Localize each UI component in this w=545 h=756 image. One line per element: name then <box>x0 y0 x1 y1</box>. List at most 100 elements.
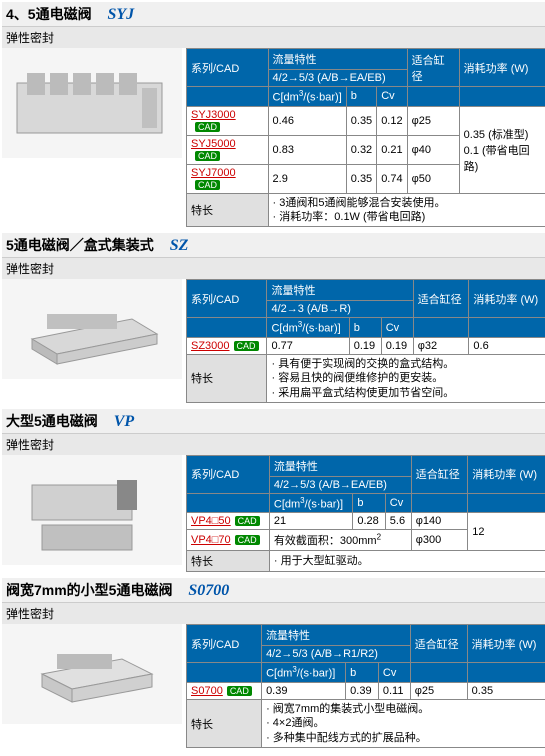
product-image <box>2 279 182 379</box>
section-title: 4、5通电磁阀 <box>6 6 92 22</box>
empty-cell <box>413 318 469 338</box>
feature-text: · 阀宽7mm的集装式小型电磁阀。· 4×2通阀。· 多种集中配线方式的扩展品种… <box>262 700 545 748</box>
cell-c: 0.77 <box>267 337 349 354</box>
empty-cell <box>469 318 545 338</box>
flow-spec: 4/2→5/3 (A/B→R1/R2) <box>262 646 411 663</box>
cell-c: 0.46 <box>268 106 346 135</box>
col-flow-header: 流量特性 <box>267 280 413 301</box>
cell-cv: 0.19 <box>381 337 413 354</box>
flow-spec: 4/2→5/3 (A/B→EA/EB) <box>268 70 407 87</box>
cell-cv: 5.6 <box>385 513 411 530</box>
table-row: VP4□50CAD 21 0.28 5.6 φ140 12 <box>187 513 545 530</box>
cad-badge[interactable]: CAD <box>195 151 220 161</box>
cad-badge[interactable]: CAD <box>195 180 220 190</box>
empty-cell <box>468 493 545 513</box>
col-series-header: 系列/CAD <box>187 625 262 663</box>
cad-badge[interactable]: CAD <box>227 686 252 696</box>
cell-power: 12 <box>468 513 545 551</box>
feature-text: · 具有便于实现阀的交换的盒式结构。· 容易且快的阀便维修护的更安装。· 采用扁… <box>267 354 545 402</box>
cell-b: 0.35 <box>346 164 376 193</box>
series-link[interactable]: S0700 <box>191 685 223 697</box>
cell-c: 0.39 <box>262 683 346 700</box>
subtitle: 弹性密封 <box>2 603 545 624</box>
section-sz: 5通电磁阀／盒式集装式 SZ 弹性密封 系列/CAD 流量特性 适合缸径 消耗功… <box>2 233 545 403</box>
section-title: 阀宽7mm的小型5通电磁阀 <box>6 582 172 598</box>
col-bore-header: 适合缸径 <box>413 280 469 318</box>
cell-power: 0.35 (标准型) 0.1 (带省电回路) <box>459 106 545 193</box>
empty-cell <box>459 87 545 107</box>
col-bore-header: 适合缸径 <box>407 49 459 87</box>
spec-table-syj: 系列/CAD 流量特性 适合缸径 消耗功率 (W) 4/2→5/3 (A/B→E… <box>186 48 545 227</box>
col-c: C[dm3/(s·bar)] <box>269 493 352 513</box>
section-title: 5通电磁阀／盒式集装式 <box>6 237 154 253</box>
subtitle: 弹性密封 <box>2 258 545 279</box>
empty-cell <box>187 318 267 338</box>
col-b: b <box>349 318 381 338</box>
cell-b: 0.32 <box>346 135 376 164</box>
cell-b: 0.28 <box>353 513 385 530</box>
title-row: 4、5通电磁阀 SYJ <box>2 2 545 27</box>
section-s0700: 阀宽7mm的小型5通电磁阀 S0700 弹性密封 系列/CAD 流量特性 适合缸… <box>2 578 545 748</box>
series-link[interactable]: VP4□70 <box>191 534 231 546</box>
col-b: b <box>353 493 385 513</box>
table-row: SZ3000CAD 0.77 0.19 0.19 φ32 0.6 <box>187 337 545 354</box>
section-code: S0700 <box>188 582 229 599</box>
series-link[interactable]: SYJ5000 <box>191 138 236 150</box>
series-link[interactable]: SZ3000 <box>191 340 230 352</box>
feature-label: 特长 <box>187 354 267 402</box>
cell-c: 21 <box>269 513 352 530</box>
section-code: SZ <box>170 237 189 254</box>
feature-text: · 3通阀和5通阀能够混合安装使用。· 消耗功率：0.1W (带省电回路) <box>268 193 545 227</box>
spec-table-s0700: 系列/CAD 流量特性 适合缸径 消耗功率 (W) 4/2→5/3 (A/B→R… <box>186 624 545 748</box>
flow-spec: 4/2→5/3 (A/B→EA/EB) <box>269 476 411 493</box>
col-c: C[dm3/(s·bar)] <box>267 318 349 338</box>
content-row: 系列/CAD 流量特性 适合缸径 消耗功率 (W) 4/2→5/3 (A/B→R… <box>2 624 545 748</box>
cell-b: 0.35 <box>346 106 376 135</box>
series-link[interactable]: SYJ3000 <box>191 109 236 121</box>
cell-b: 0.19 <box>349 337 381 354</box>
col-series-header: 系列/CAD <box>187 49 269 87</box>
subtitle: 弹性密封 <box>2 27 545 48</box>
content-row: 系列/CAD 流量特性 适合缸径 消耗功率 (W) 4/2→5/3 (A/B→E… <box>2 48 545 227</box>
cell-bore: φ140 <box>411 513 468 530</box>
spec-table-sz: 系列/CAD 流量特性 适合缸径 消耗功率 (W) 4/2→3 (A/B→R) … <box>186 279 545 403</box>
table-row: SYJ3000CAD 0.46 0.35 0.12 φ25 0.35 (标准型)… <box>187 106 545 135</box>
cad-badge[interactable]: CAD <box>234 341 259 351</box>
feature-label: 特长 <box>187 551 270 572</box>
cell-bore: φ300 <box>411 530 468 551</box>
feature-label: 特长 <box>187 700 262 748</box>
empty-cell <box>187 87 269 107</box>
cell-bore: φ50 <box>407 164 459 193</box>
title-row: 5通电磁阀／盒式集装式 SZ <box>2 233 545 258</box>
cad-badge[interactable]: CAD <box>195 122 220 132</box>
cell-bore: φ40 <box>407 135 459 164</box>
col-bore-header: 适合缸径 <box>410 625 467 663</box>
cad-badge[interactable]: CAD <box>235 516 260 526</box>
cell-c: 2.9 <box>268 164 346 193</box>
series-link[interactable]: VP4□50 <box>191 515 231 527</box>
col-series-header: 系列/CAD <box>187 455 270 493</box>
section-vp: 大型5通电磁阀 VP 弹性密封 系列/CAD 流量特性 适合缸径 消耗功率 (W… <box>2 409 545 573</box>
col-flow-header: 流量特性 <box>269 455 411 476</box>
cell-c: 0.83 <box>268 135 346 164</box>
cell-cv: 0.11 <box>378 683 410 700</box>
feature-text: · 用于大型缸驱动。 <box>269 551 545 572</box>
empty-cell <box>187 493 270 513</box>
product-image <box>2 624 182 724</box>
cell-bore: φ25 <box>407 106 459 135</box>
cell-power: 0.35 <box>467 683 545 700</box>
series-link[interactable]: SYJ7000 <box>191 167 236 179</box>
cell-power: 0.6 <box>469 337 545 354</box>
col-power-header: 消耗功率 (W) <box>459 49 545 87</box>
title-row: 大型5通电磁阀 VP <box>2 409 545 434</box>
col-c: C[dm3/(s·bar)] <box>268 87 346 107</box>
table-row: S0700CAD 0.39 0.39 0.11 φ25 0.35 <box>187 683 545 700</box>
cell-cv: 0.21 <box>377 135 407 164</box>
product-image <box>2 455 182 565</box>
section-title: 大型5通电磁阀 <box>6 413 98 429</box>
product-image <box>2 48 182 158</box>
spec-table-vp: 系列/CAD 流量特性 适合缸径 消耗功率 (W) 4/2→5/3 (A/B→E… <box>186 455 545 573</box>
cad-badge[interactable]: CAD <box>235 535 260 545</box>
content-row: 系列/CAD 流量特性 适合缸径 消耗功率 (W) 4/2→3 (A/B→R) … <box>2 279 545 403</box>
col-power-header: 消耗功率 (W) <box>468 455 545 493</box>
